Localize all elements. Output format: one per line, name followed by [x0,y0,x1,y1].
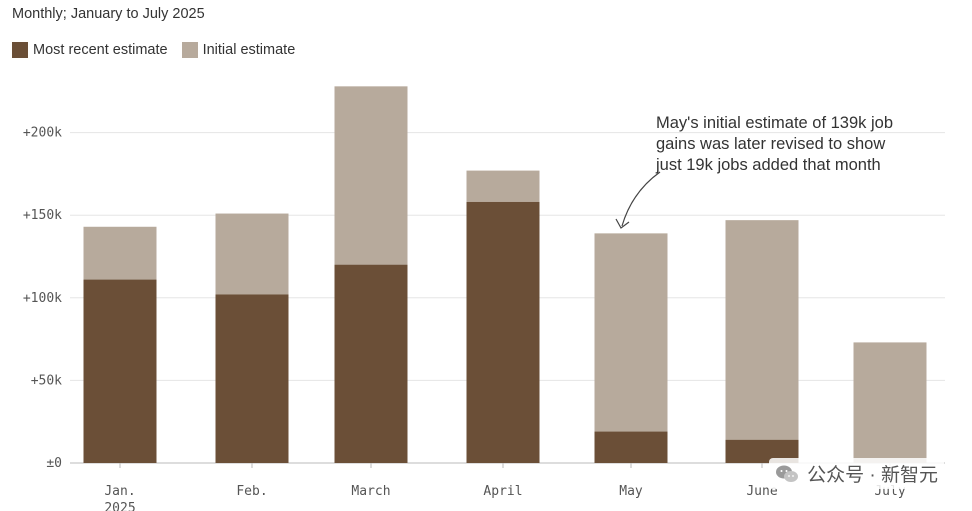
x-tick-label: Feb. [236,484,267,499]
bar-initial-estimate [853,342,927,463]
bar-recent-estimate [83,279,157,463]
y-tick-label: ±0 [46,456,62,471]
bar-initial-estimate [725,220,799,463]
x-tick-label: March [351,484,390,499]
annotation-arrowhead [615,218,630,229]
watermark-text: 公众号 · 新智元 [807,465,938,486]
bar-recent-estimate [466,201,540,463]
legend-item-recent: Most recent estimate [12,42,168,58]
bar-recent-estimate [215,294,289,463]
wechat-icon [776,465,799,482]
legend-swatch-initial [181,42,198,58]
legend-label-initial: Initial estimate [202,42,296,58]
x-tick-label: May [619,484,643,499]
x-tick-label: April [483,484,522,499]
bar-recent-estimate [594,431,668,463]
annotation-text: May's initial estimate of 139k job [656,114,893,132]
y-tick-label: +100k [23,291,62,306]
legend: Most recent estimate Initial estimate [12,42,309,58]
annotation-text: just 19k jobs added that month [655,156,881,174]
annotation-arrow-line [621,171,661,227]
chart-subtitle: Monthly; January to July 2025 [12,6,205,22]
annotation-text: gains was later revised to show [656,135,885,153]
y-tick-label: +50k [31,373,62,388]
y-tick-label: +150k [23,208,62,223]
legend-swatch-recent [12,42,28,58]
x-tick-label: Jan. [104,484,135,499]
legend-label-recent: Most recent estimate [33,42,168,58]
y-tick-label: +200k [23,126,62,141]
legend-item-initial: Initial estimate [181,42,296,58]
bar-recent-estimate [725,439,799,463]
watermark: 公众号 · 新智元 [769,458,944,489]
bar-initial-estimate [594,233,668,463]
x-tick-label: 2025 [104,501,135,511]
bar-recent-estimate [334,264,408,463]
